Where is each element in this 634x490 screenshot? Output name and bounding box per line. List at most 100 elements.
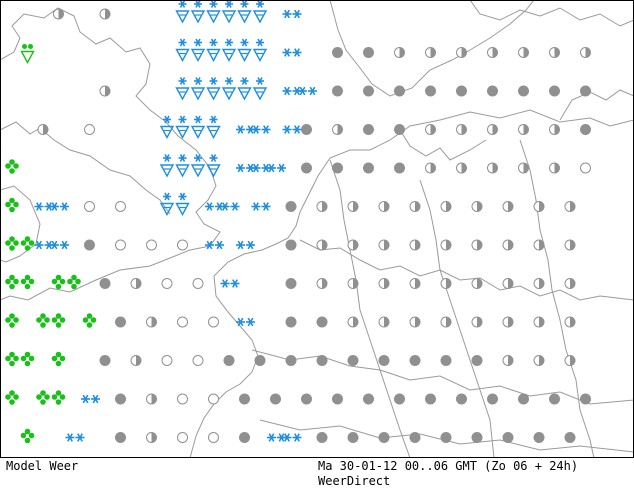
overcast-icon bbox=[363, 393, 374, 405]
half-cloudy-icon bbox=[316, 278, 328, 289]
overcast-icon bbox=[378, 432, 390, 443]
overcast-icon bbox=[332, 85, 343, 97]
clear-icon bbox=[115, 239, 126, 251]
half-cloudy-icon bbox=[37, 124, 49, 135]
half-cloudy-icon bbox=[580, 47, 591, 58]
overcast-icon bbox=[301, 124, 312, 135]
overcast-icon bbox=[223, 355, 235, 366]
overcast-icon bbox=[409, 432, 421, 443]
overcast-icon bbox=[270, 393, 281, 405]
rain-icon bbox=[36, 390, 50, 405]
overcast-icon bbox=[456, 85, 467, 97]
overcast-icon bbox=[301, 162, 312, 174]
overcast-icon bbox=[425, 393, 436, 405]
snow-shower-icon bbox=[237, 38, 252, 62]
half-cloudy-icon bbox=[533, 278, 545, 289]
clear-icon bbox=[192, 355, 204, 366]
weather-symbols bbox=[5, 0, 591, 444]
rain-icon bbox=[5, 351, 19, 367]
overcast-icon bbox=[285, 201, 297, 212]
overcast-icon bbox=[316, 432, 328, 443]
overcast-icon bbox=[394, 162, 405, 174]
half-cloudy-icon bbox=[99, 8, 111, 20]
snow-icon bbox=[282, 9, 302, 19]
clear-icon bbox=[161, 278, 173, 289]
snow-icon bbox=[298, 86, 317, 96]
snow-shower-icon bbox=[206, 115, 221, 139]
half-cloudy-icon bbox=[53, 8, 64, 20]
half-cloudy-icon bbox=[332, 124, 343, 135]
snow-shower-icon bbox=[206, 38, 221, 62]
overcast-icon bbox=[285, 316, 297, 328]
half-cloudy-icon bbox=[549, 47, 560, 58]
overcast-icon bbox=[409, 355, 421, 366]
coastlines bbox=[0, 0, 634, 458]
half-cloudy-icon bbox=[130, 278, 142, 289]
snow-shower-icon bbox=[221, 0, 237, 24]
half-cloudy-icon bbox=[533, 316, 545, 328]
snow-icon bbox=[282, 86, 302, 96]
overcast-icon bbox=[99, 278, 111, 289]
half-cloudy-icon bbox=[471, 201, 483, 212]
clear-icon bbox=[146, 239, 157, 251]
half-cloudy-icon bbox=[316, 239, 328, 251]
half-cloudy-icon bbox=[564, 201, 576, 212]
half-cloudy-icon bbox=[409, 239, 421, 251]
clear-icon bbox=[580, 162, 591, 174]
half-cloudy-icon bbox=[316, 201, 328, 212]
snow-icon bbox=[220, 202, 240, 211]
overcast-icon bbox=[487, 85, 498, 97]
half-cloudy-icon bbox=[409, 278, 421, 289]
overcast-icon bbox=[254, 355, 266, 366]
overcast-icon bbox=[99, 355, 111, 366]
overcast-icon bbox=[285, 278, 297, 289]
rain-icon bbox=[5, 236, 19, 251]
half-cloudy-icon bbox=[409, 201, 421, 212]
snow-shower-icon bbox=[206, 0, 221, 24]
snow-shower-icon bbox=[252, 38, 268, 62]
clear-icon bbox=[161, 355, 173, 366]
overcast-icon bbox=[332, 393, 343, 405]
half-cloudy-icon bbox=[456, 124, 467, 135]
overcast-icon bbox=[518, 85, 529, 97]
snow-icon bbox=[236, 125, 255, 134]
snow-shower-icon bbox=[175, 77, 190, 101]
half-cloudy-icon bbox=[471, 316, 483, 328]
snow-shower-icon bbox=[190, 0, 206, 24]
half-cloudy-icon bbox=[440, 316, 452, 328]
half-cloudy-icon bbox=[487, 47, 498, 58]
overcast-icon bbox=[347, 355, 359, 366]
overcast-icon bbox=[533, 432, 545, 443]
overcast-icon bbox=[456, 393, 467, 405]
weather-map bbox=[0, 0, 634, 458]
rain-icon bbox=[5, 159, 19, 174]
half-cloudy-icon bbox=[518, 162, 529, 174]
half-cloudy-icon bbox=[99, 85, 111, 97]
overcast-icon bbox=[440, 432, 452, 443]
clear-icon bbox=[177, 239, 188, 251]
half-cloudy-icon bbox=[409, 316, 421, 328]
snow-shower-icon bbox=[175, 154, 190, 178]
rain-icon bbox=[51, 313, 66, 328]
overcast-icon bbox=[564, 432, 576, 443]
snow-shower-icon bbox=[175, 0, 190, 24]
overcast-icon bbox=[332, 162, 343, 174]
snow-icon bbox=[251, 202, 271, 211]
snow-shower-icon bbox=[252, 0, 268, 24]
overcast-icon bbox=[425, 85, 436, 97]
rain-icon bbox=[5, 197, 19, 213]
half-cloudy-icon bbox=[502, 239, 514, 251]
snow-icon bbox=[220, 279, 240, 288]
snow-icon bbox=[282, 125, 302, 134]
half-cloudy-icon bbox=[347, 278, 359, 289]
rain-icon bbox=[20, 351, 35, 367]
half-cloudy-icon bbox=[347, 201, 359, 212]
overcast-icon bbox=[363, 124, 374, 135]
rain-icon bbox=[5, 274, 19, 290]
rain-icon bbox=[36, 313, 50, 328]
overcast-icon bbox=[115, 316, 126, 328]
overcast-icon bbox=[332, 47, 343, 58]
half-cloudy-icon bbox=[518, 47, 529, 58]
overcast-icon bbox=[316, 316, 328, 328]
snow-shower-icon bbox=[159, 115, 175, 139]
